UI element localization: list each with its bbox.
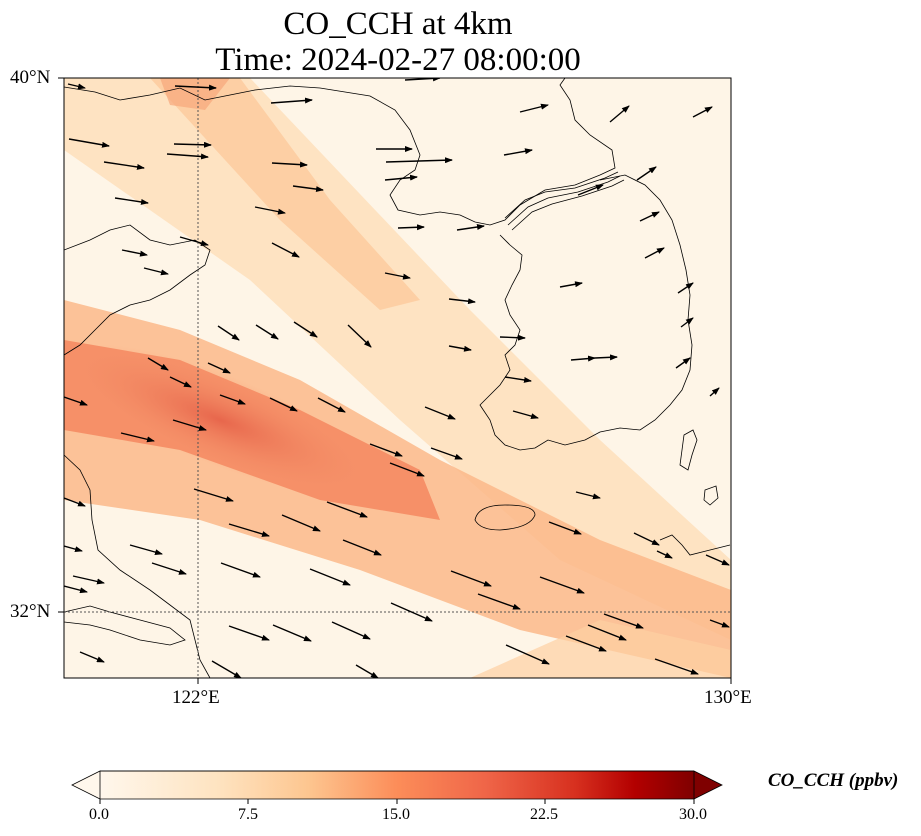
plume-core [64, 343, 379, 497]
lon-label-122e: 122°E [172, 687, 220, 708]
colorbar-extend-high [693, 770, 723, 800]
coastlines [64, 78, 731, 678]
plume-band-north-inner [150, 78, 420, 310]
plot-title-variable: CO_CCH at 4km [283, 6, 513, 42]
plot-title-time: Time: 2024-02-27 08:00:00 [215, 42, 581, 78]
colorbar-tick-0: 0.0 [89, 806, 109, 823]
plume-band-north [64, 78, 731, 640]
lon-label-130e: 130°E [704, 687, 752, 708]
colorbar-gradient [100, 771, 694, 799]
colorbar-tick-2: 15.0 [382, 806, 410, 823]
colorbar-tick-4: 30.0 [679, 806, 707, 823]
colorbar-extend-low [71, 770, 101, 800]
field-southwest-clean [64, 600, 260, 678]
colorbar-label: CO_CCH (ppbv) [768, 770, 899, 791]
map-frame [63, 77, 732, 679]
colorbar [71, 770, 723, 804]
colorbar-tick-1: 7.5 [238, 806, 258, 823]
colorbar-tick-3: 22.5 [530, 806, 558, 823]
concentration-field [64, 78, 731, 678]
lat-label-40n: 40°N [10, 67, 51, 88]
lat-label-32n: 32°N [10, 601, 51, 622]
wind-vectors [64, 78, 730, 678]
